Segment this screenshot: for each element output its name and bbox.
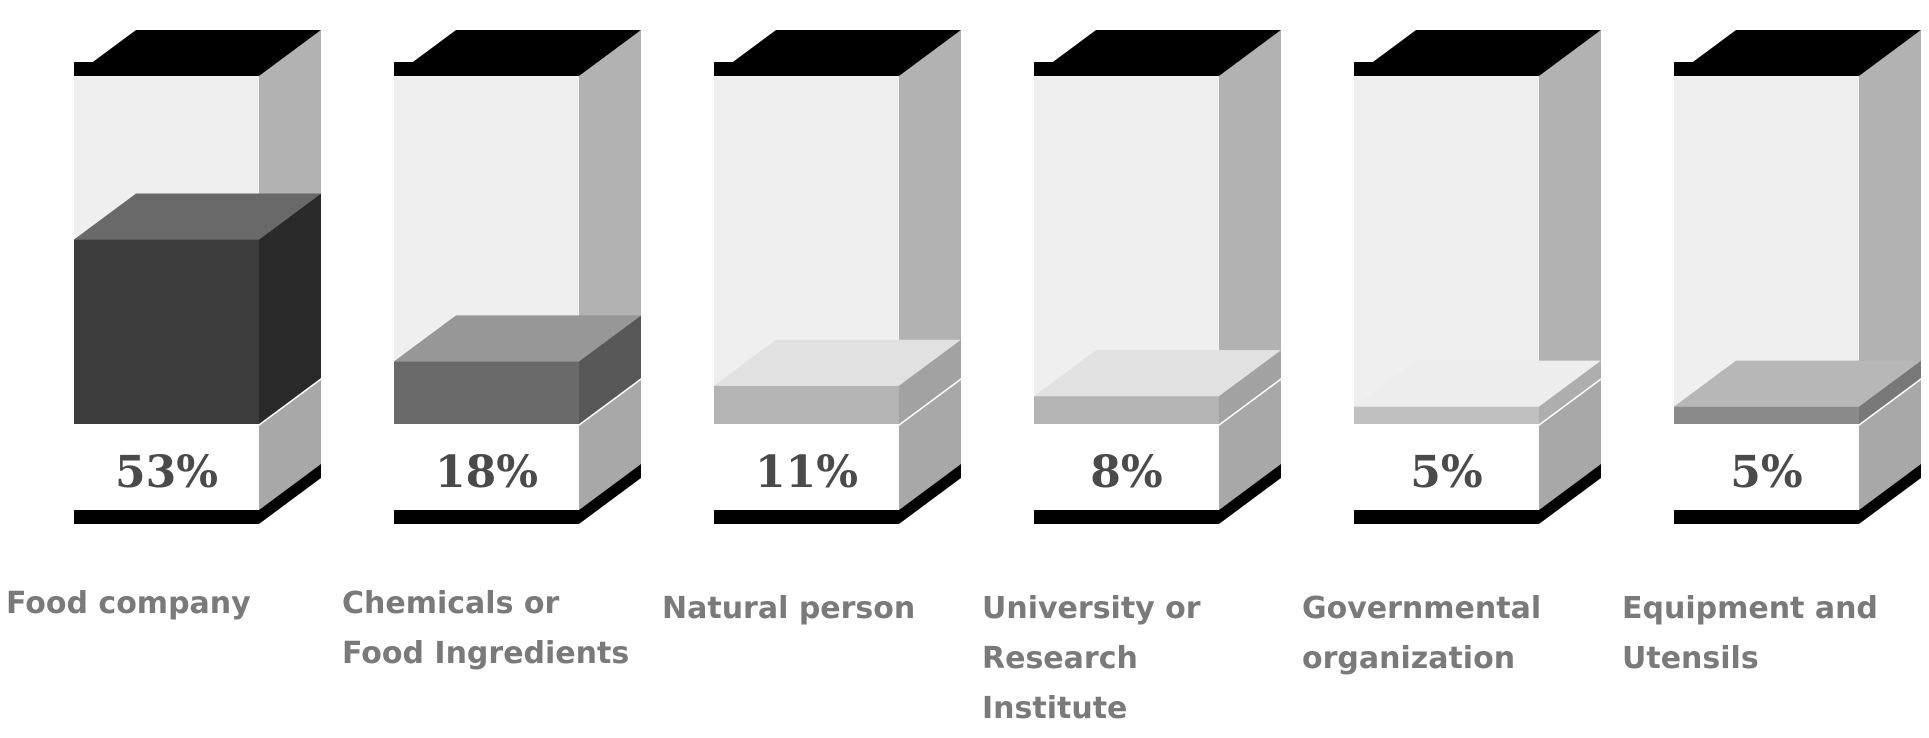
column-side-face [899, 30, 961, 424]
bar-2: 18% [394, 30, 641, 524]
label-box-front [1354, 426, 1539, 510]
column-base [394, 510, 579, 524]
column-top-rim [394, 62, 579, 76]
data-label: 53% [115, 447, 218, 498]
category-label-line: Equipment and [1622, 591, 1878, 626]
value-block-top [1674, 360, 1921, 407]
column-base [1034, 510, 1219, 524]
label-box-side [1859, 380, 1921, 510]
value-block-top [74, 193, 321, 240]
column-base-side [899, 464, 961, 524]
value-block-front [394, 361, 579, 424]
label-box-front [714, 426, 899, 510]
column-top-rim [74, 62, 259, 76]
column-side-face [1219, 30, 1281, 424]
category-label-6: Equipment and Utensils [1622, 591, 1878, 676]
column-base [74, 510, 259, 524]
column-base [1674, 510, 1859, 524]
value-block-side [899, 339, 961, 424]
bar-6: 5% [1674, 30, 1921, 524]
column-base-side [259, 464, 321, 524]
value-block-front [1354, 406, 1539, 424]
category-label-line: Institute [982, 691, 1127, 726]
bar-3: 11% [714, 30, 961, 524]
data-label: 5% [1410, 447, 1482, 498]
value-block-top [1034, 350, 1281, 397]
value-block-top [1354, 360, 1601, 407]
label-box-front [74, 426, 259, 510]
column-base [1354, 510, 1539, 524]
category-label-3: Natural person [662, 591, 915, 626]
bar-1: 53% [74, 30, 321, 524]
value-block-side [579, 315, 641, 424]
category-label-2: Chemicals or Food Ingredients [342, 586, 629, 671]
column-side-face [1859, 30, 1921, 424]
category-label-line: University or [982, 591, 1201, 626]
label-box-side [1219, 380, 1281, 510]
column-top-rim [1354, 62, 1539, 76]
value-block-side [259, 193, 321, 424]
category-label-line: Research [982, 641, 1138, 676]
label-box-side [259, 380, 321, 510]
value-block-top [714, 339, 961, 386]
label-box-front [1674, 426, 1859, 510]
label-box-side [579, 380, 641, 510]
category-label-line: Natural person [662, 591, 915, 626]
value-block-top [394, 315, 641, 362]
column-base-side [1539, 464, 1601, 524]
value-block-front [1034, 396, 1219, 424]
value-block-front [74, 239, 259, 424]
bar-5: 5% [1354, 30, 1601, 524]
column-top-rim [714, 62, 899, 76]
category-label-line: Utensils [1622, 641, 1759, 676]
column-top-rim [1674, 62, 1859, 76]
data-label: 5% [1730, 447, 1802, 498]
category-labels-group: Food company Chemicals or Food Ingredients… [6, 586, 1878, 726]
value-block-front [1674, 406, 1859, 424]
value-block-side [1859, 360, 1921, 424]
column-base [714, 510, 899, 524]
column-top-rim [1034, 62, 1219, 76]
category-label-1: Food company [6, 586, 251, 621]
column-base-side [1219, 464, 1281, 524]
category-label-line: Chemicals or [342, 586, 559, 621]
label-box-side [1539, 380, 1601, 510]
label-box-front [394, 426, 579, 510]
label-box-front [1034, 426, 1219, 510]
label-box-side [899, 380, 961, 510]
value-block-front [714, 385, 899, 424]
category-label-line: Food Ingredients [342, 636, 629, 671]
column-base-side [1859, 464, 1921, 524]
data-label: 8% [1090, 447, 1162, 498]
column-base-side [579, 464, 641, 524]
category-label-5: Governmental organization [1302, 591, 1541, 676]
value-block-side [1539, 360, 1601, 424]
data-label: 11% [755, 447, 858, 498]
value-block-side [1219, 350, 1281, 424]
data-label: 18% [435, 447, 538, 498]
bars-group: 53% 18% 11% 8% 5% 5% [74, 30, 1921, 524]
category-label-line: Food company [6, 586, 251, 621]
column-side-face [1539, 30, 1601, 424]
category-label-line: Governmental [1302, 591, 1541, 626]
bar-4: 8% [1034, 30, 1281, 524]
category-label-line: organization [1302, 641, 1515, 676]
category-label-4: University or Research Institute [982, 591, 1201, 726]
